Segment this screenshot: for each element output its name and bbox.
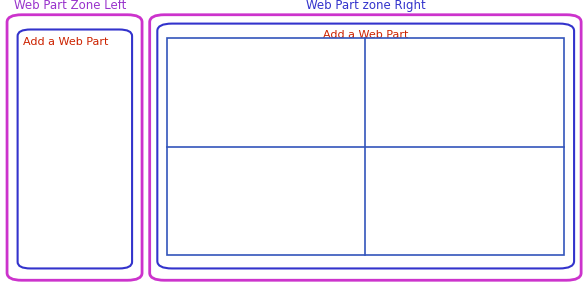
FancyBboxPatch shape <box>150 15 581 280</box>
FancyBboxPatch shape <box>176 50 355 134</box>
FancyBboxPatch shape <box>176 162 355 246</box>
FancyBboxPatch shape <box>376 162 555 246</box>
Bar <box>167 38 564 255</box>
FancyBboxPatch shape <box>376 50 555 134</box>
Text: User Control: User Control <box>429 86 502 99</box>
FancyBboxPatch shape <box>7 15 142 280</box>
FancyBboxPatch shape <box>18 30 132 268</box>
FancyBboxPatch shape <box>157 24 574 268</box>
Text: User Control: User Control <box>229 86 302 99</box>
Text: Add a Web Part: Add a Web Part <box>23 37 109 47</box>
Text: User Control: User Control <box>229 198 302 211</box>
Text: Web Part zone Right: Web Part zone Right <box>305 0 426 12</box>
Text: User Control: User Control <box>429 198 502 211</box>
Text: Add a Web Part: Add a Web Part <box>323 30 409 40</box>
Text: Web Part Zone Left: Web Part Zone Left <box>14 0 126 12</box>
